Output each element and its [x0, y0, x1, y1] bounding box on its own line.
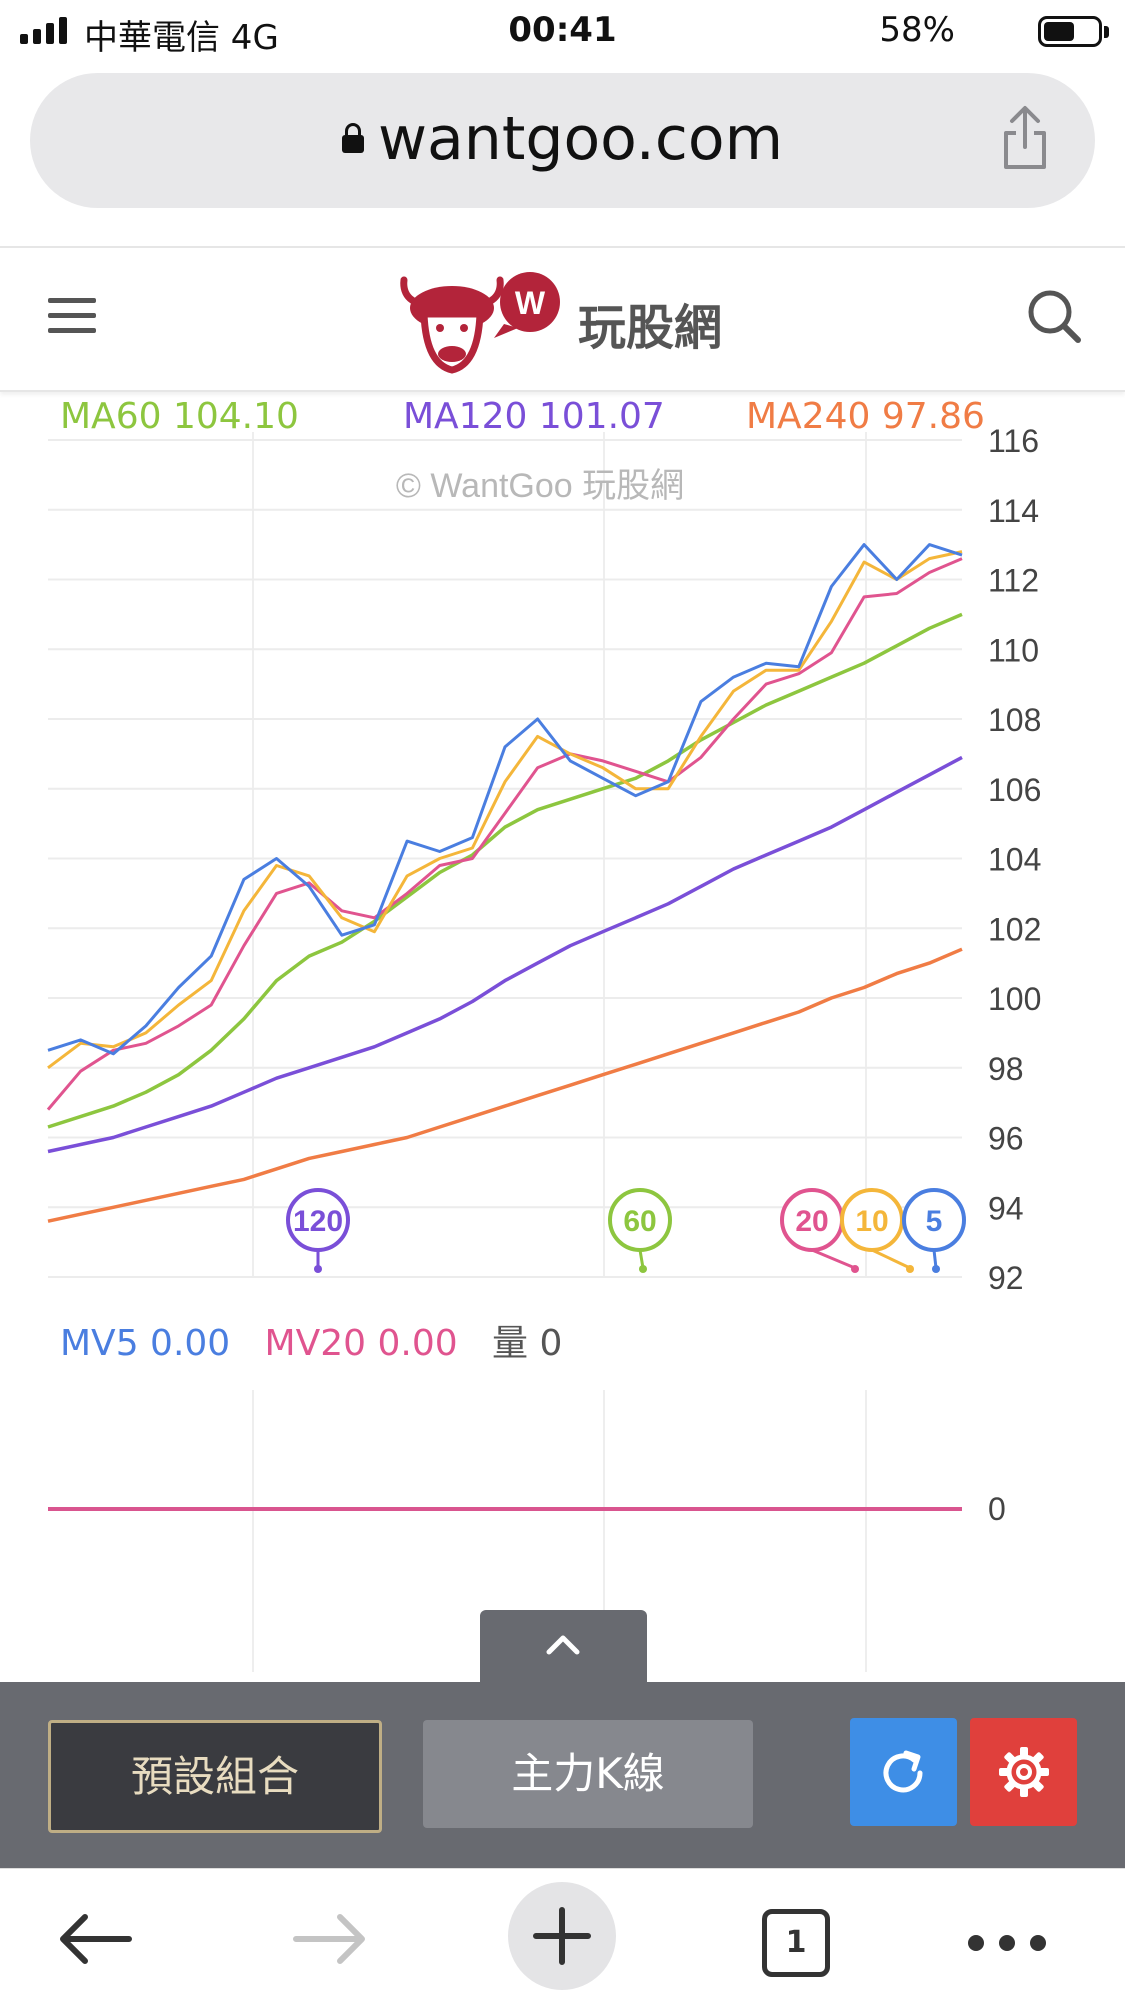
y-tick-label: 116	[988, 423, 1039, 459]
refresh-icon	[883, 1750, 923, 1793]
ma-line-ma120	[47, 755, 963, 1154]
period-marker-dot	[639, 1265, 647, 1273]
logo-badge-letter: W	[515, 285, 546, 321]
collapse-toolbar-button[interactable]	[480, 1610, 647, 1688]
y-tick-label: 106	[988, 772, 1041, 808]
period-marker-dot	[932, 1265, 940, 1273]
forward-arrow-icon[interactable]	[290, 1909, 370, 1969]
url-display[interactable]: wantgoo.com	[30, 104, 1095, 174]
ma-line-ma60	[47, 612, 963, 1129]
refresh-button[interactable]	[850, 1718, 957, 1826]
period-marker-label: 5	[926, 1205, 943, 1238]
period-marker-dot	[906, 1265, 914, 1273]
period-marker-60	[608, 1188, 672, 1252]
period-marker-5	[902, 1188, 966, 1252]
legend-ma120: MA120 101.07	[403, 396, 665, 437]
period-marker-label: 20	[795, 1205, 828, 1238]
carrier-label: 中華電信 4G	[84, 18, 279, 58]
battery-icon	[1038, 16, 1102, 47]
ma-line-ma20	[46, 557, 963, 1111]
legend-ma60: MA60 104.10	[60, 396, 299, 437]
y-tick-label: 114	[988, 493, 1039, 529]
address-bar[interactable]: wantgoo.com	[30, 73, 1095, 208]
period-marker-dot	[851, 1265, 859, 1273]
search-icon[interactable]	[1024, 286, 1084, 346]
y-tick-label: 110	[988, 632, 1039, 668]
ma-line-ma5	[47, 543, 963, 1056]
period-marker-tail	[871, 1248, 911, 1270]
wantgoo-logo[interactable]: W	[396, 266, 566, 376]
ma-line-ma10	[47, 550, 963, 1069]
chevron-up-icon	[546, 1635, 580, 1655]
watermark: © WantGoo 玩股網	[396, 467, 684, 505]
y-tick-label: 94	[988, 1190, 1024, 1226]
back-arrow-icon[interactable]	[55, 1909, 135, 1969]
period-marker-dot	[314, 1265, 322, 1273]
battery-percent: 58%	[879, 10, 955, 50]
period-marker-tail	[811, 1248, 856, 1270]
period-marker-tail	[638, 1249, 645, 1269]
status-bar: 中華電信 4G 00:41 58%	[0, 0, 1125, 62]
plus-icon	[533, 1907, 591, 1965]
y-tick-label: 92	[988, 1260, 1024, 1292]
site-name: 玩股網	[578, 300, 723, 356]
period-marker-label: 120	[293, 1205, 343, 1238]
price-chart[interactable]: 92 94 96 98 100 102 104 106 108 110 112 114 116 © Wan…	[0, 392, 1125, 1292]
period-marker-120	[286, 1188, 350, 1252]
y-tick-label: 98	[988, 1051, 1024, 1087]
y-tick-label: 112	[988, 563, 1039, 599]
stock-chart[interactable]: MA60 104.10 MA120 101.07 MA240 97.86 92 9…	[0, 392, 1125, 1682]
url-text: wantgoo.com	[377, 104, 784, 174]
period-marker-label: 60	[623, 1205, 656, 1238]
main-force-kline-button[interactable]: 主力K線	[423, 1720, 753, 1828]
lock-icon	[341, 123, 364, 153]
period-marker-tail	[932, 1249, 938, 1269]
chart-toolbar: 預設組合 主力K線	[0, 1682, 1125, 1868]
preset-combination-button[interactable]: 預設組合	[48, 1720, 382, 1833]
y-tick-label: 102	[988, 911, 1041, 947]
period-marker-label: 10	[855, 1205, 888, 1238]
clock: 00:41	[508, 10, 617, 50]
y-tick-label: 108	[988, 702, 1041, 738]
volume-axis-label: 0	[988, 1491, 1006, 1527]
new-tab-button[interactable]	[508, 1882, 616, 1990]
ma-line-ma240	[47, 947, 963, 1223]
y-tick-label: 104	[988, 842, 1041, 878]
legend-ma240: MA240 97.86	[746, 396, 985, 437]
settings-button[interactable]	[970, 1718, 1077, 1826]
tabs-button[interactable]: 1	[762, 1909, 830, 1977]
site-header: W 玩股網	[0, 246, 1125, 392]
browser-toolbar: 1	[0, 1868, 1125, 2001]
gear-icon	[999, 1747, 1049, 1797]
y-tick-label: 100	[988, 981, 1041, 1017]
share-icon[interactable]	[1000, 103, 1050, 173]
y-tick-label: 96	[988, 1121, 1024, 1157]
battery-nub	[1104, 26, 1109, 38]
volume-legend: MV5 0.00 MV20 0.00 量 0	[60, 1323, 563, 1364]
